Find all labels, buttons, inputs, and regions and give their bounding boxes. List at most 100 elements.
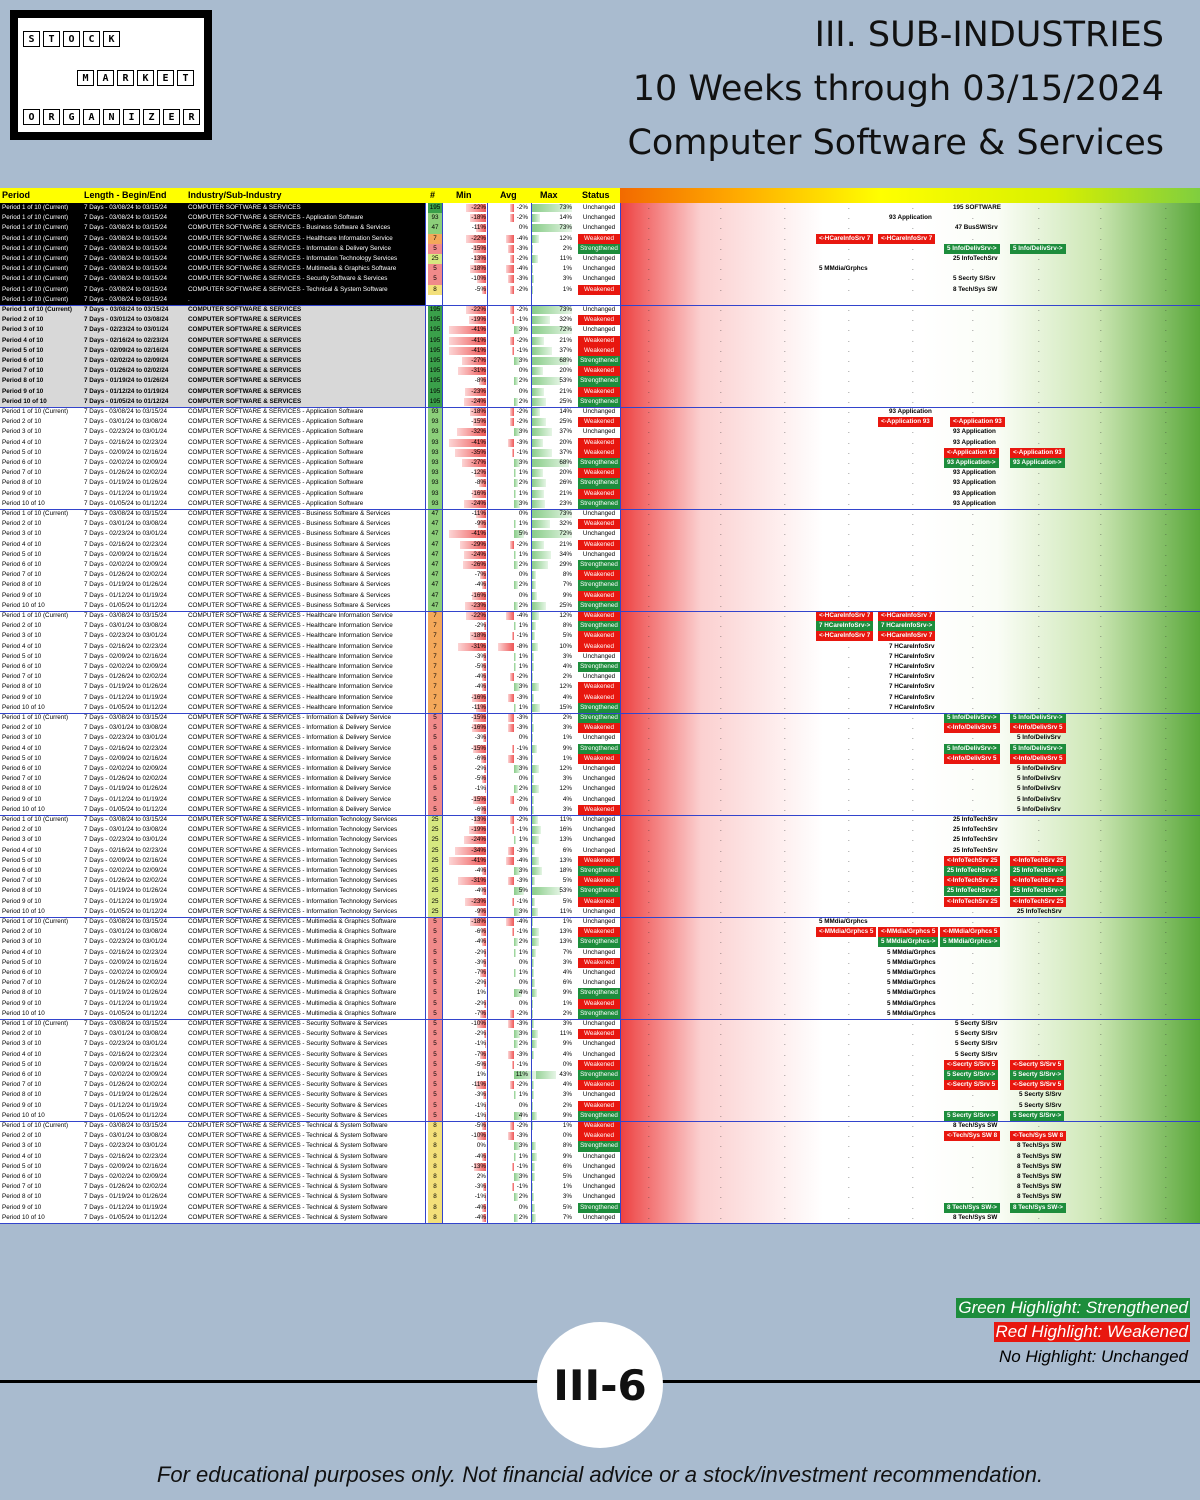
placeholder-dot: . <box>912 642 914 650</box>
strength-label <box>952 519 958 529</box>
table-row: Period 4 of 10 7 Days - 02/16/24 to 02/23… <box>0 539 1200 550</box>
status-cell: Unchanged <box>582 1173 616 1180</box>
max-bar <box>532 479 547 488</box>
length-cell: 7 Days - 01/12/24 to 01/19/24 <box>84 999 167 1007</box>
count-cell: 25 <box>428 815 442 826</box>
placeholder-dot: . <box>1100 571 1102 579</box>
table-row: Period 6 of 10 7 Days - 02/02/24 to 02/09… <box>0 1070 1200 1081</box>
placeholder-dot: . <box>648 275 650 283</box>
placeholder-dot: . <box>648 673 650 681</box>
count-cell: 8 <box>428 1131 442 1142</box>
industry-cell: COMPUTER SOFTWARE & SERVICES - Informati… <box>188 754 391 762</box>
placeholder-dot: . <box>720 877 722 885</box>
min-bar <box>480 805 486 814</box>
max-bar <box>532 958 534 967</box>
placeholder-dot: . <box>1100 244 1102 252</box>
placeholder-dot: . <box>1100 601 1102 609</box>
placeholder-dot: . <box>720 887 722 895</box>
avg-bar <box>514 499 520 508</box>
length-cell: 7 Days - 03/01/24 to 03/08/24 <box>84 316 169 324</box>
placeholder-dot: . <box>784 520 786 528</box>
placeholder-dot: . <box>1100 1122 1102 1129</box>
count-cell: 7 <box>428 641 442 652</box>
placeholder-dot: . <box>1165 928 1167 936</box>
industry-cell: COMPUTER SOFTWARE & SERVICES - Security … <box>188 275 388 283</box>
placeholder-dot: . <box>1165 367 1167 375</box>
placeholder-dot: . <box>720 785 722 793</box>
placeholder-dot: . <box>1100 1081 1102 1089</box>
placeholder-dot: . <box>848 244 850 252</box>
count-cell: 8 <box>428 284 442 295</box>
avg-cell: -1% <box>516 826 528 834</box>
placeholder-dot: . <box>784 714 786 721</box>
period-cell: Period 8 of 10 <box>2 1091 42 1099</box>
min-bar <box>481 1060 486 1069</box>
placeholder-dot: . <box>1165 744 1167 752</box>
avg-cell: 1% <box>518 663 528 670</box>
placeholder-dot: . <box>720 1183 722 1191</box>
status-cell: Weakened <box>578 539 620 550</box>
max-bar <box>532 1030 539 1039</box>
placeholder-dot: . <box>912 204 914 211</box>
placeholder-dot: . <box>1165 1091 1167 1099</box>
placeholder-dot: . <box>1100 1173 1102 1180</box>
avg-cell: -4% <box>516 918 528 925</box>
placeholder-dot: . <box>1165 275 1167 283</box>
max-cell: 1% <box>562 285 572 293</box>
placeholder-dot: . <box>648 540 650 548</box>
placeholder-dot: . <box>1100 285 1102 293</box>
placeholder-dot: . <box>1100 1162 1102 1170</box>
max-bar <box>532 1152 537 1161</box>
strength-label: 5 Secrty S/Srv <box>955 1040 998 1048</box>
table-row: Period 1 of 10 (Current) 7 Days - 03/08/2… <box>0 1121 1200 1132</box>
placeholder-dot: . <box>648 530 650 538</box>
length-cell: 7 Days - 03/01/24 to 03/08/24 <box>84 724 167 732</box>
table-row: Period 1 of 10 (Current) 7 Days - 03/08/2… <box>0 917 1200 928</box>
placeholder-dot: . <box>972 408 974 415</box>
industry-cell: COMPUTER SOFTWARE & SERVICES - Healthcar… <box>188 673 393 681</box>
placeholder-dot: . <box>848 938 850 946</box>
placeholder-dot: . <box>1038 275 1040 283</box>
placeholder-dot: . <box>784 867 786 874</box>
placeholder-dot: . <box>912 683 914 691</box>
logo-letter: G <box>63 109 80 125</box>
period-cell: Period 8 of 10 <box>2 683 42 691</box>
min-cell: -29% <box>471 540 486 548</box>
status-cell: Strengthened <box>578 937 620 948</box>
placeholder-dot: . <box>1165 346 1167 354</box>
placeholder-dot: . <box>912 1091 914 1099</box>
avg-bar <box>514 836 516 845</box>
placeholder-dot: . <box>720 826 722 834</box>
avg-cell: -3% <box>516 724 528 732</box>
logo-letter: N <box>103 109 120 125</box>
industry-title: Computer Software & Services <box>627 123 1164 163</box>
max-cell: 8% <box>562 1142 572 1150</box>
placeholder-dot: . <box>648 1193 650 1201</box>
placeholder-dot: . <box>1165 479 1167 487</box>
max-bar <box>532 204 573 212</box>
placeholder-dot: . <box>912 805 914 813</box>
status-cell: Strengthened <box>578 713 620 724</box>
placeholder-dot: . <box>720 622 722 630</box>
avg-cell: 3% <box>518 765 528 772</box>
placeholder-dot: . <box>972 979 974 987</box>
length-cell: 7 Days - 03/01/24 to 03/08/24 <box>84 1132 167 1140</box>
placeholder-dot: . <box>720 275 722 283</box>
placeholder-dot: . <box>1038 805 1040 813</box>
strength-label: 8 Tech/Sys SW <box>1017 1162 1062 1170</box>
count-cell: 8 <box>428 1141 442 1152</box>
max-cell: 2% <box>562 714 572 721</box>
min-bar <box>468 826 486 835</box>
length-cell: 7 Days - 02/23/24 to 03/01/24 <box>84 326 169 334</box>
length-cell: 7 Days - 03/08/24 to 03/15/24 <box>84 816 167 823</box>
strength-label: 5 Info/DelivSrv <box>1017 795 1061 803</box>
min-cell: -41% <box>471 530 486 538</box>
max-bar <box>532 918 533 926</box>
min-bar <box>466 306 486 314</box>
min-bar <box>455 846 486 855</box>
length-cell: 7 Days - 02/23/24 to 03/01/24 <box>84 938 167 946</box>
min-cell: -7% <box>474 1050 486 1058</box>
max-bar <box>532 928 540 937</box>
placeholder-dot: . <box>784 1071 786 1078</box>
column-divider <box>487 203 488 1224</box>
